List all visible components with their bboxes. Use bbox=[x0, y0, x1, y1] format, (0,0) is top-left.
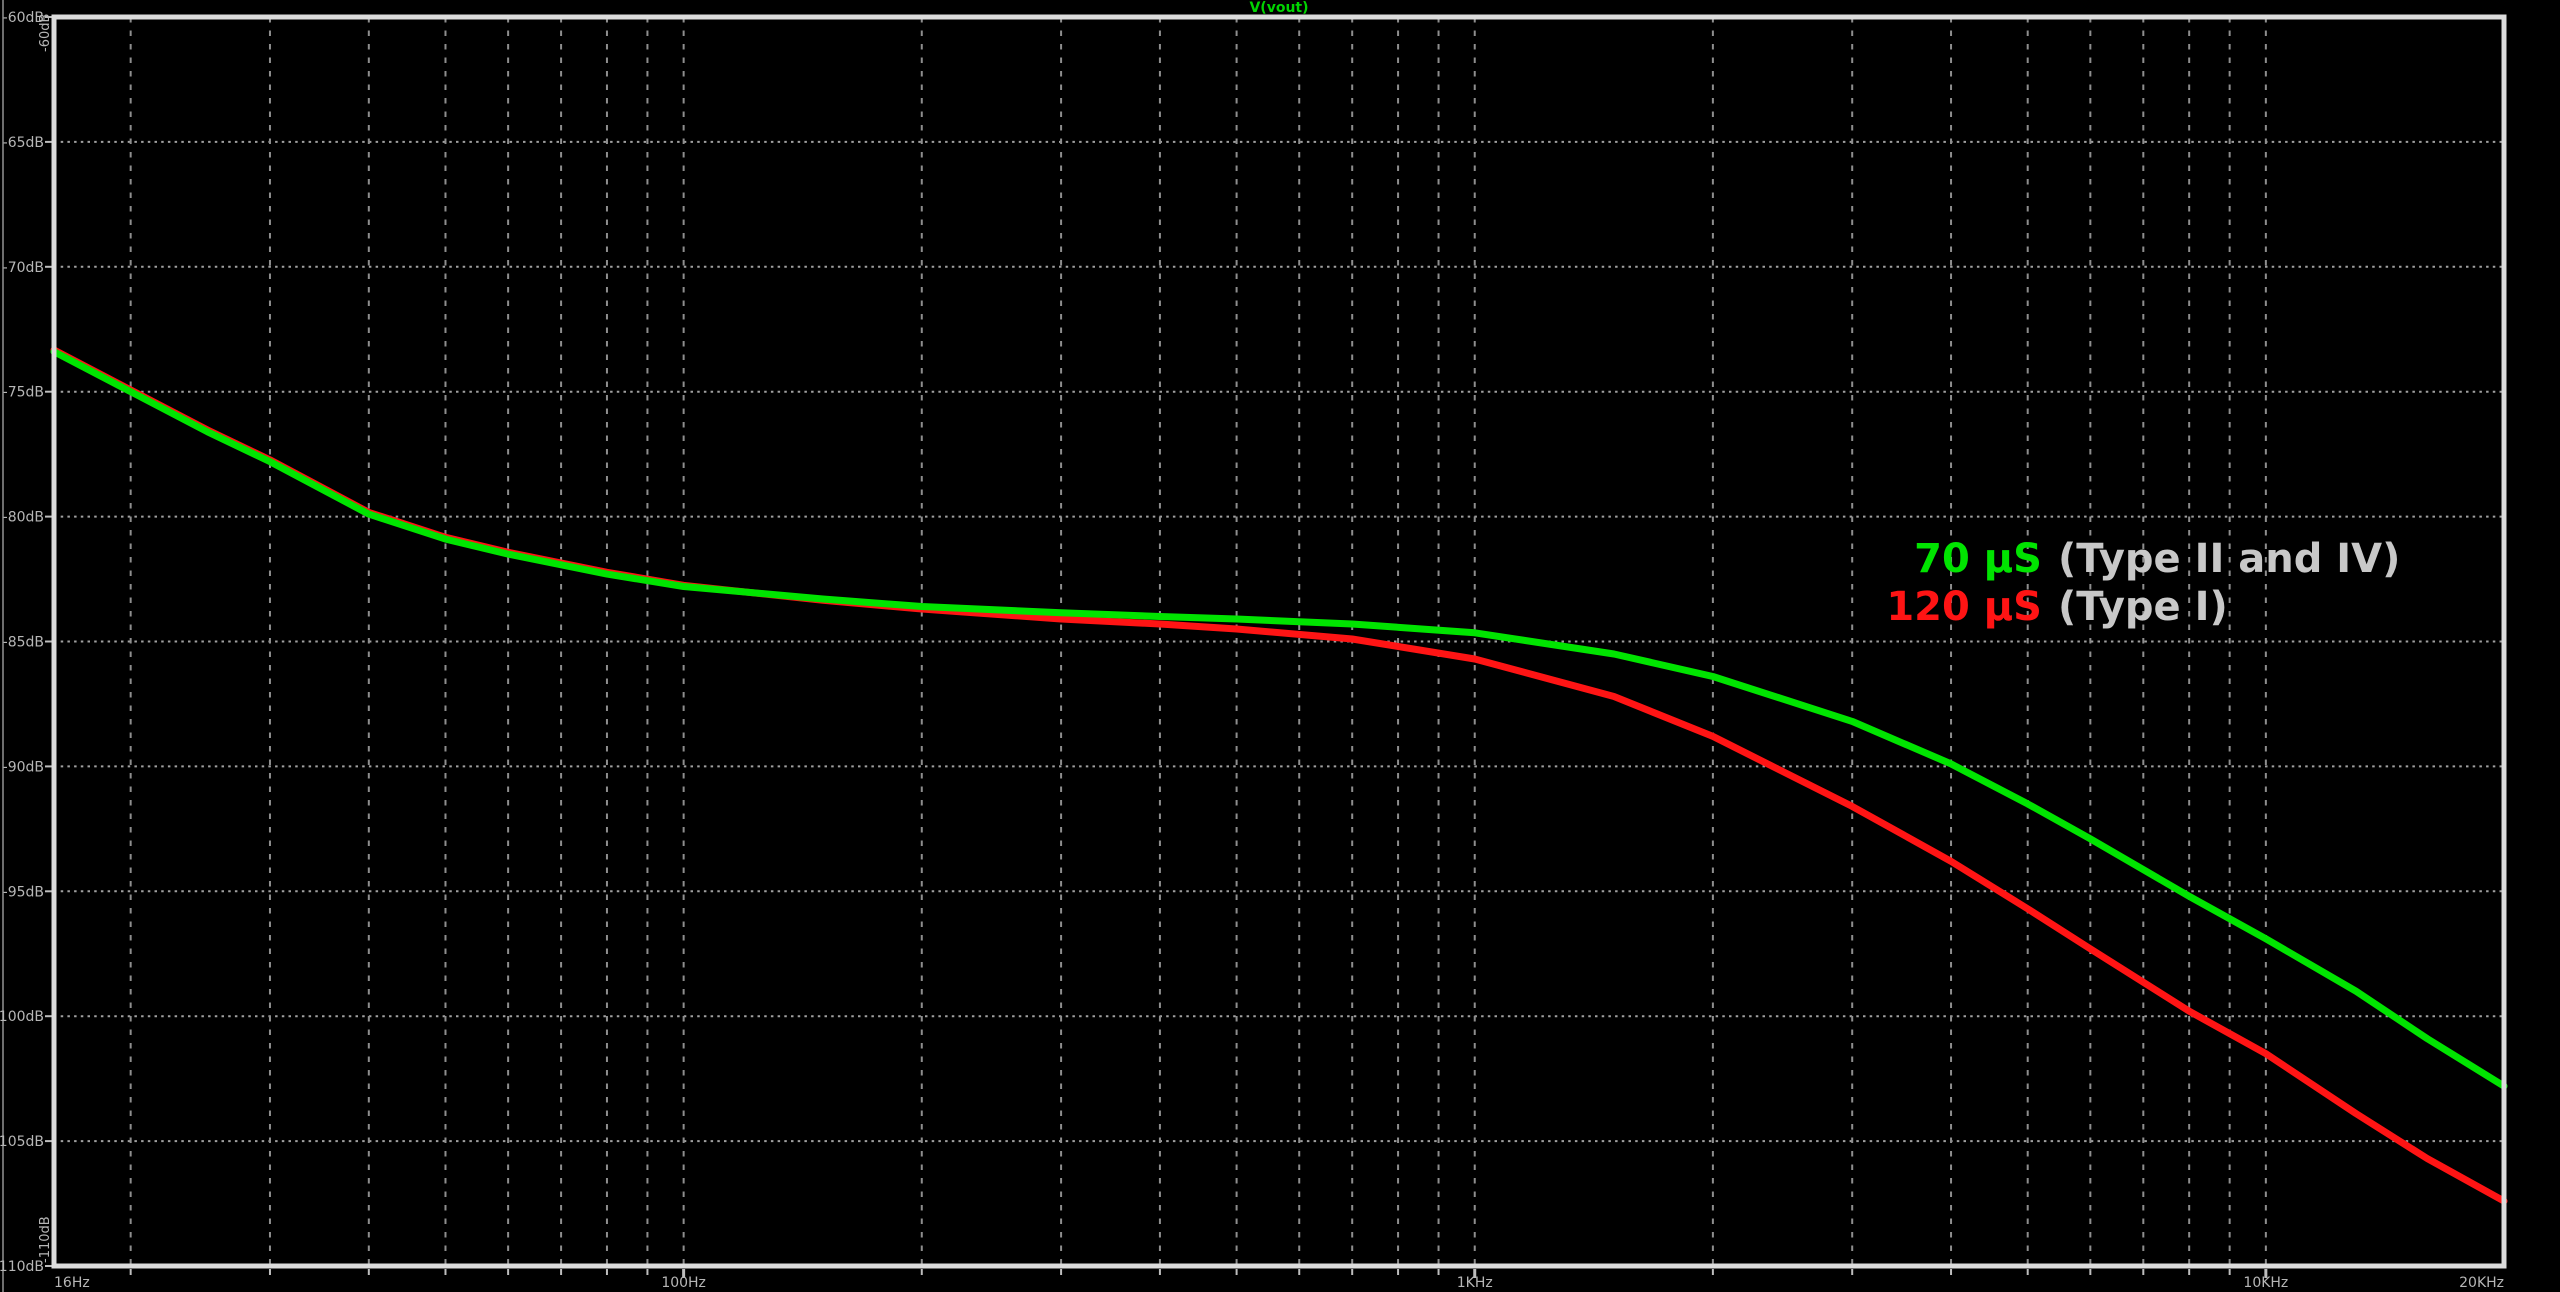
y-tick-label: -70dB bbox=[3, 260, 44, 276]
traces bbox=[50, 346, 2508, 1205]
y-tick-label: -80dB bbox=[3, 510, 44, 526]
plot-border bbox=[51, 14, 2507, 1269]
y-tick-label: -65dB bbox=[3, 135, 44, 151]
y-tick-label: -110dB bbox=[0, 1259, 44, 1275]
legend-desc-type2-4: (Type II and IV) bbox=[2058, 536, 2400, 582]
y-tick-label: -100dB bbox=[0, 1009, 44, 1025]
legend-value-120us: 120 µS bbox=[1886, 584, 2042, 630]
axis-tick-labels: -60dB -65dB -70dB -75dB -80dB -85dB -90dB -95dB… bbox=[0, 10, 2504, 1291]
y-axis-corner-label-top: -60dB bbox=[38, 14, 53, 52]
legend: 70 µS (Type II and IV) 120 µS (Type I) bbox=[1886, 536, 2400, 630]
trace-green-70us bbox=[50, 348, 2508, 1090]
y-tick-label: -90dB bbox=[3, 759, 44, 775]
x-tick-label: 100Hz bbox=[661, 1275, 706, 1291]
plot-area[interactable] bbox=[57, 20, 2501, 1263]
y-tick-label: -105dB bbox=[0, 1134, 44, 1150]
y-tick-label: -60dB bbox=[3, 10, 44, 26]
x-tick-label: 10KHz bbox=[2243, 1275, 2288, 1291]
x-tick-label: 1KHz bbox=[1457, 1275, 1493, 1291]
x-tick-label: 20KHz bbox=[2459, 1275, 2504, 1291]
y-tick-label: -85dB bbox=[3, 635, 44, 651]
y-tick-label: -75dB bbox=[3, 385, 44, 401]
y-axis-corner-label-bottom: -110dB bbox=[38, 1216, 53, 1263]
legend-value-70us: 70 µS bbox=[1914, 536, 2042, 582]
x-tick-label: 16Hz bbox=[54, 1275, 90, 1291]
legend-desc-type1: (Type I) bbox=[2058, 584, 2228, 630]
trace-title[interactable]: V(vout) bbox=[1249, 0, 1308, 16]
y-tick-label: -95dB bbox=[3, 884, 44, 900]
